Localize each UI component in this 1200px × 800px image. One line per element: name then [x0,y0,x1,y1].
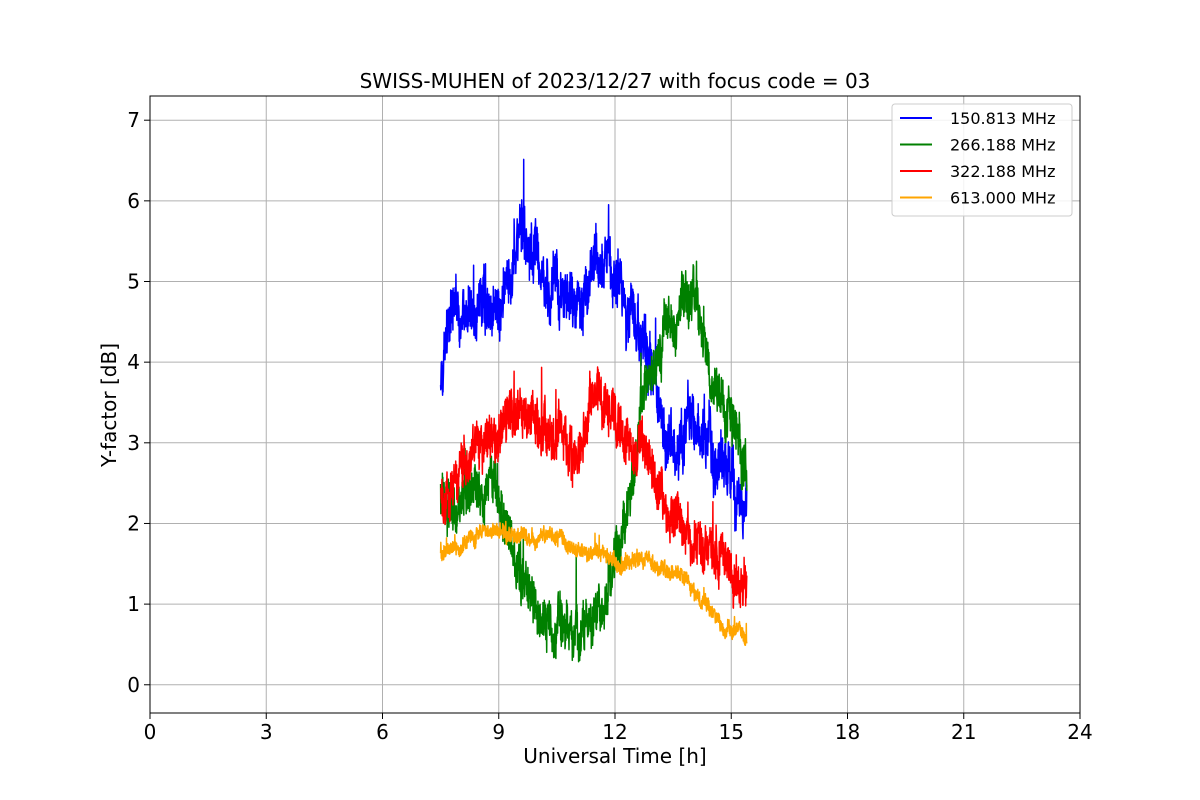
x-tick-label: 6 [376,720,389,744]
legend-label: 322.188 MHz [950,162,1055,181]
legend-label: 150.813 MHz [950,109,1055,128]
series-line-613-000-mhz [439,520,748,647]
y-tick-label: 6 [127,189,140,213]
series-line-322-188-mhz [439,366,748,609]
y-tick-label: 7 [127,108,140,132]
legend-label: 266.188 MHz [950,136,1055,155]
x-tick-label: 3 [260,720,273,744]
x-axis: 0 3 6 9 12 15 18 21 24 [144,713,1093,744]
legend: 150.813 MHz 266.188 MHz 322.188 MHz 613.000… [891,103,1073,217]
y-tick-label: 5 [127,270,140,294]
chart-title: SWISS-MUHEN of 2023/12/27 with focus cod… [360,69,871,93]
x-tick-label: 9 [492,720,505,744]
y-axis-label: Y-factor [dB] [97,343,121,468]
legend-label: 613.000 MHz [950,189,1055,208]
series-line-150-813-mhz [439,158,748,540]
x-tick-label: 15 [719,720,744,744]
x-tick-label: 12 [602,720,627,744]
series-line-266-188-mhz [439,260,748,663]
x-tick-label: 0 [144,720,157,744]
y-tick-label: 2 [127,511,140,535]
y-tick-label: 1 [127,592,140,616]
x-axis-label: Universal Time [h] [523,744,706,768]
y-axis: 0 1 2 3 4 5 6 7 [127,108,150,697]
series-lines [439,158,748,663]
x-tick-label: 18 [835,720,860,744]
y-tick-label: 4 [127,350,140,374]
x-tick-label: 24 [1067,720,1092,744]
legend-box [891,103,1073,217]
x-tick-label: 21 [951,720,976,744]
y-tick-label: 0 [127,673,140,697]
y-tick-label: 3 [127,431,140,455]
